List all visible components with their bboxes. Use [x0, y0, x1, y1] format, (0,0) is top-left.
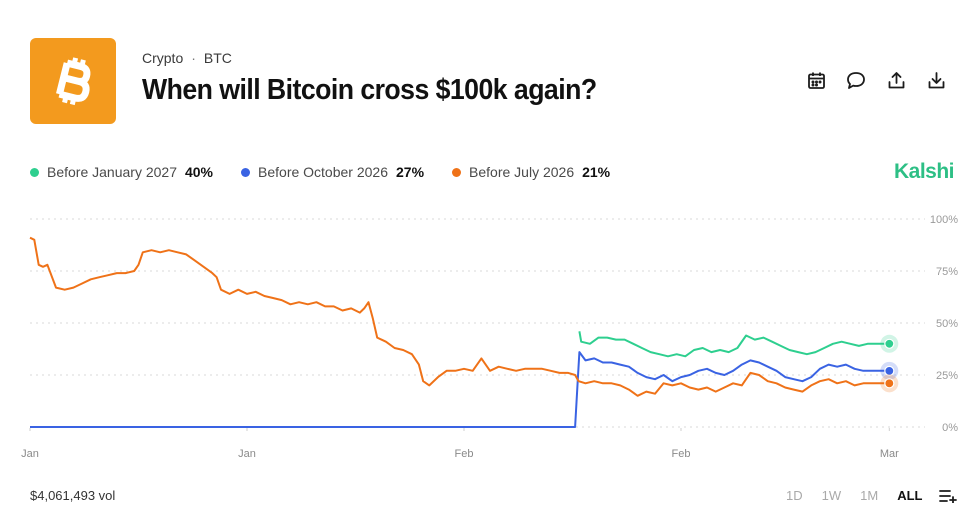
x-tick-label: Jan [238, 448, 256, 460]
line-chart: 100% 75% 50% 25% 0% Jan Jan Feb Feb Mar [21, 214, 958, 460]
series-end-marker [884, 365, 895, 376]
calendar-button[interactable] [806, 70, 826, 90]
comment-icon [847, 71, 865, 89]
share-button[interactable] [886, 70, 906, 90]
x-tick-label: Jan [21, 448, 39, 460]
legend-item-jan-2027[interactable]: Before January 2027 40% [30, 164, 213, 180]
volume-label: $4,061,493 vol [30, 488, 116, 503]
range-1w-button[interactable]: 1W [821, 488, 842, 503]
y-tick-label: 0% [942, 422, 958, 434]
bitcoin-logo [30, 38, 116, 124]
legend-swatch-jul-2026 [452, 167, 462, 177]
chart-legend: Before January 2027 40% Before October 2… [30, 164, 610, 180]
legend-value-jan-2027: 40% [184, 164, 214, 180]
time-range-selector: 1D 1W 1M ALL [786, 488, 958, 503]
legend-label-jul-2026: Before July 2026 [469, 164, 575, 180]
breadcrumb: Crypto · BTC [142, 50, 232, 66]
range-all-button[interactable]: ALL [897, 488, 923, 503]
calendar-icon [807, 72, 825, 89]
header-actions [806, 70, 946, 90]
y-tick-label: 50% [936, 318, 958, 330]
legend-swatch-oct-2026 [241, 167, 251, 177]
download-icon [928, 71, 944, 88]
legend-value-oct-2026: 27% [396, 164, 425, 180]
range-1m-button[interactable]: 1M [860, 488, 879, 503]
comment-button[interactable] [846, 70, 866, 90]
breadcrumb-subcategory[interactable]: BTC [203, 50, 232, 66]
series-end-marker [884, 338, 895, 349]
page-title: When will Bitcoin cross $100k again? [142, 74, 597, 106]
legend-item-jul-2026[interactable]: Before July 2026 21% [452, 164, 610, 180]
legend-value-jul-2026: 21% [582, 164, 611, 180]
series-line [29, 236, 890, 397]
y-tick-label: 25% [936, 370, 958, 382]
series-end-marker [884, 378, 895, 389]
y-tick-label: 100% [930, 214, 958, 226]
x-tick-label: Mar [880, 448, 899, 460]
series-menu-icon[interactable] [939, 489, 958, 503]
legend-label-jan-2027: Before January 2027 [47, 164, 177, 180]
range-1d-button[interactable]: 1D [786, 488, 803, 503]
y-tick-label: 75% [936, 266, 958, 278]
share-icon [888, 71, 904, 88]
breadcrumb-separator: · [191, 50, 196, 66]
bitcoin-icon [56, 57, 91, 106]
legend-label-oct-2026: Before October 2026 [258, 164, 388, 180]
download-button[interactable] [926, 70, 946, 90]
legend-item-oct-2026[interactable]: Before October 2026 27% [241, 164, 424, 180]
x-tick-label: Feb [455, 448, 474, 460]
series-line [578, 331, 890, 358]
legend-swatch-jan-2027 [30, 167, 39, 177]
series-line [30, 351, 890, 428]
kalshi-logo: Kalshi [894, 160, 955, 183]
breadcrumb-category[interactable]: Crypto [142, 50, 184, 66]
x-tick-label: Feb [672, 448, 691, 460]
